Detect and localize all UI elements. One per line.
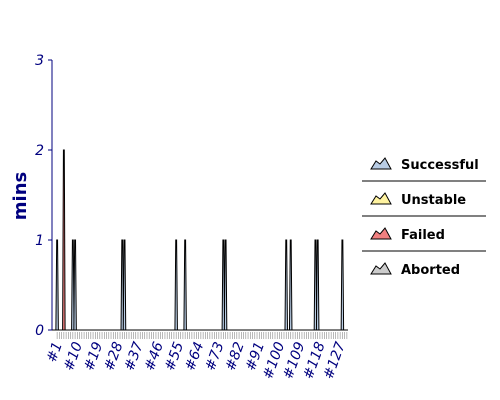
data-point-outline xyxy=(183,239,187,331)
legend-label: Aborted xyxy=(401,263,460,278)
data-point-outline xyxy=(122,239,127,331)
legend-swatch-icon xyxy=(370,157,392,170)
legend-swatch-icon xyxy=(370,262,392,275)
plot-area xyxy=(55,149,345,331)
data-point-outline xyxy=(71,239,75,331)
data-point-outline xyxy=(73,239,77,331)
legend-item-aborted: Aborted xyxy=(370,262,460,278)
legend-label: Failed xyxy=(401,228,445,243)
legend-swatch-icon xyxy=(370,192,392,205)
legend-item-successful: Successful xyxy=(370,157,479,173)
data-point-outline xyxy=(223,239,228,331)
y-tick-label: 2 xyxy=(35,143,44,159)
x-axis: #1#10#19#28#37#46#55#64#73#82#91#100#109… xyxy=(44,329,349,382)
data-point-outline xyxy=(313,239,318,331)
series-successful xyxy=(55,239,345,331)
y-tick-label: 0 xyxy=(35,323,44,339)
y-tick-label: 3 xyxy=(35,53,44,69)
data-point-outline xyxy=(174,239,178,331)
legend-label: Unstable xyxy=(401,193,466,208)
legend-item-unstable: Unstable xyxy=(370,192,466,208)
data-point-outline xyxy=(55,239,59,331)
legend-label: Successful xyxy=(401,158,479,173)
y-axis: 0 1 2 3 xyxy=(35,53,53,339)
y-tick-label: 1 xyxy=(35,233,44,249)
data-point-outline xyxy=(221,239,226,331)
y-axis-label: mins xyxy=(10,172,31,220)
data-point-outline xyxy=(315,239,320,331)
legend-swatch-icon xyxy=(370,227,392,240)
data-point-outline xyxy=(284,239,288,331)
series-failed xyxy=(62,149,66,331)
legend-item-failed: Failed xyxy=(370,227,445,243)
data-point-outline xyxy=(62,149,66,331)
legend: Successful Unstable Failed Aborted xyxy=(362,157,486,278)
data-point-outline xyxy=(340,239,345,331)
data-point-outline xyxy=(288,239,293,331)
data-point-outline xyxy=(120,239,124,331)
x-tick-label: #1 xyxy=(44,340,66,365)
